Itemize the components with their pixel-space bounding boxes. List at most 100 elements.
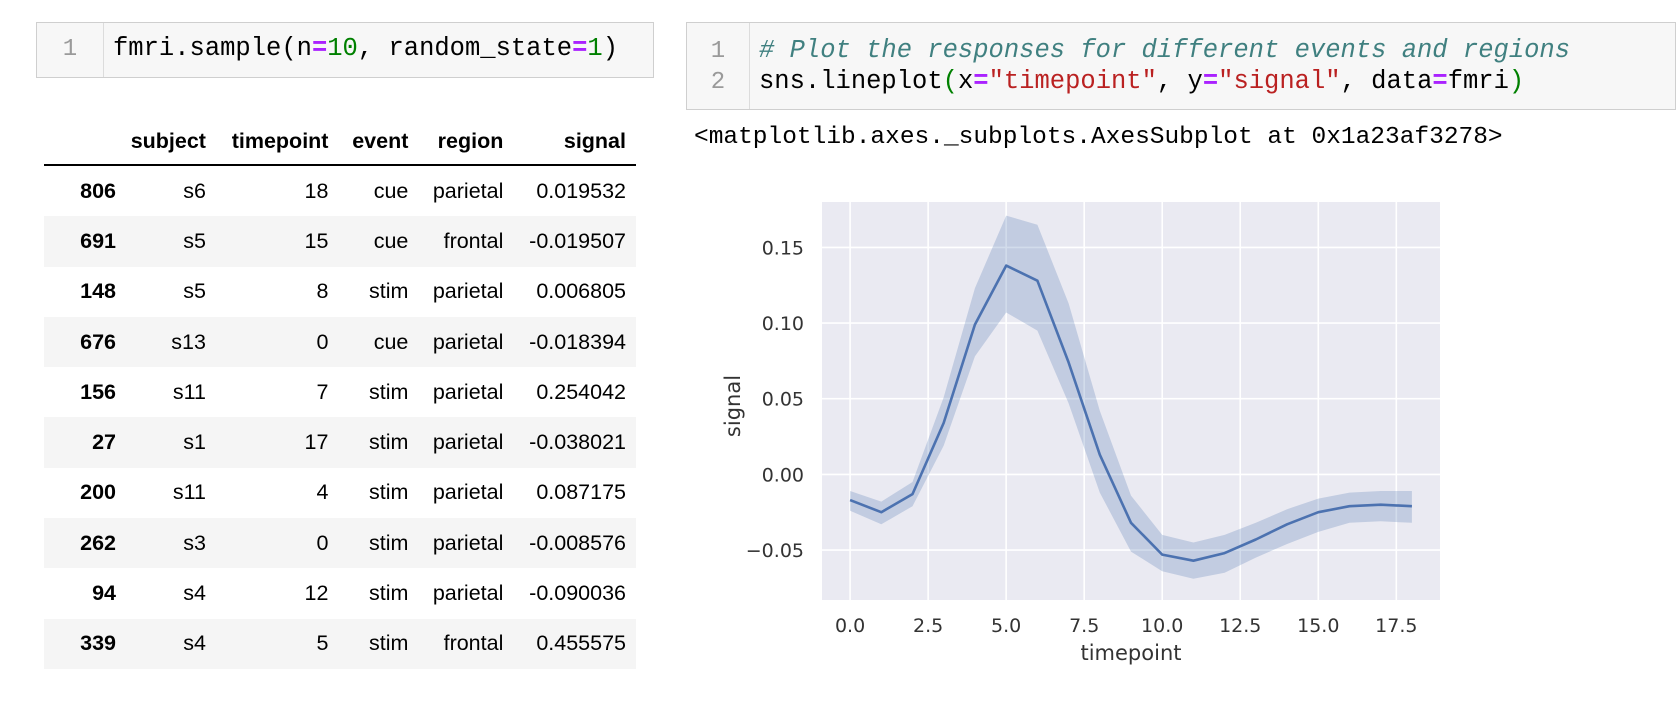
code-token: "timepoint": [988, 67, 1157, 96]
y-tick-label: −0.05: [746, 540, 804, 562]
table-cell: stim: [368, 480, 409, 505]
table-cell: cue: [338, 316, 419, 368]
table-cell: parietal: [418, 518, 514, 569]
table-cell: 0.254042: [536, 379, 626, 404]
code-token: =: [1432, 67, 1448, 96]
left-code-cell[interactable]: 1 fmri.sample(n=10, random_state=1): [36, 22, 654, 78]
table-cell: cue: [373, 178, 409, 203]
table-row: 94 s4 12 stim parietal -0.090036: [44, 568, 636, 618]
table-cell: stim: [368, 379, 409, 404]
table-cell: 8: [316, 279, 329, 304]
table-cell: cue: [338, 216, 419, 267]
table-cell: stim: [338, 417, 419, 468]
table-cell: 4: [316, 480, 329, 505]
row-index: 200: [80, 480, 116, 505]
table-cell: -0.038021: [513, 417, 636, 468]
line-number-gutter: 1: [37, 23, 104, 77]
index-header: [44, 118, 116, 166]
plot-area: [822, 202, 1440, 600]
table-row: 156 s11 7 stim parietal 0.254042: [44, 367, 636, 417]
table-row: 676 s13 0 cue parietal -0.018394: [44, 316, 636, 368]
table-cell: s3: [116, 518, 216, 569]
code-line[interactable]: # Plot the responses for different event…: [759, 36, 1570, 65]
table-row: 148 s5 8 stim parietal 0.006805: [44, 267, 636, 317]
table-cell: frontal: [418, 216, 514, 267]
code-token: # Plot the responses for different event…: [759, 36, 1571, 65]
table-cell: parietal: [432, 581, 504, 606]
x-tick-label: 5.0: [991, 615, 1021, 637]
table-cell: s4: [183, 581, 206, 606]
code-line[interactable]: fmri.sample(n=10, random_state=1): [113, 34, 618, 63]
dataframe-table: subject timepoint event region signal 806 s6 1…: [44, 118, 636, 669]
table-cell: 0.087175: [536, 480, 626, 505]
table-cell: s11: [172, 379, 206, 404]
code-token: ): [1508, 67, 1525, 96]
confidence-band: [850, 215, 1412, 579]
column-header: region: [418, 118, 514, 166]
code-token: ): [602, 34, 619, 63]
table-cell: 18: [304, 178, 329, 203]
code-token: (: [942, 67, 958, 96]
code-token: , y: [1156, 67, 1203, 96]
table-cell: stim: [338, 618, 419, 669]
column-header: subject: [116, 118, 216, 166]
table-cell: 0.006805: [536, 279, 626, 304]
code-token: 1: [587, 34, 603, 63]
table-cell: s5: [183, 279, 206, 304]
line-number: 1: [710, 38, 726, 65]
table-cell: -0.090036: [529, 581, 626, 606]
row-index: 94: [92, 581, 116, 606]
table-cell: stim: [368, 279, 409, 304]
row-index: 148: [80, 279, 116, 304]
table-cell: s4: [116, 618, 216, 669]
row-index: 676: [44, 316, 116, 368]
table-cell: 0.019532: [536, 178, 626, 203]
row-index: 691: [44, 216, 116, 267]
table-cell: parietal: [432, 178, 504, 203]
table-cell: 0: [215, 316, 339, 368]
y-tick-label: 0.10: [762, 313, 804, 335]
x-tick-label: 2.5: [913, 615, 943, 637]
table-row: 339 s4 5 stim frontal 0.455575: [44, 618, 636, 669]
table-cell: 5: [215, 618, 339, 669]
table-cell: parietal: [418, 316, 514, 368]
table-cell: 0: [215, 518, 339, 569]
code-token: =: [311, 34, 328, 63]
line-number-gutter: 1 2: [687, 23, 750, 109]
code-token: , data: [1340, 67, 1433, 96]
column-header: signal: [513, 118, 636, 166]
table-cell: 12: [304, 581, 329, 606]
table-cell: 17: [215, 417, 339, 468]
table-row: 806 s6 18 cue parietal 0.019532: [44, 165, 636, 216]
row-index: 806: [80, 178, 116, 203]
x-tick-label: 0.0: [835, 615, 865, 637]
table-cell: parietal: [432, 480, 504, 505]
right-code-cell[interactable]: 1 2 # Plot the responses for different e…: [686, 22, 1676, 110]
code-token: , random_state: [357, 34, 573, 63]
table-cell: frontal: [418, 618, 514, 669]
table-header-row: subject timepoint event region signal: [44, 118, 636, 166]
series-line: [849, 264, 1412, 563]
table-cell: s6: [183, 178, 206, 203]
column-header: event: [338, 118, 419, 166]
row-index: 156: [80, 379, 116, 404]
y-tick-label: 0.00: [762, 464, 804, 486]
table-cell: s13: [116, 316, 216, 368]
code-token: sns.lineplot: [759, 67, 943, 96]
x-tick-label: 12.5: [1219, 615, 1261, 637]
table-cell: s11: [172, 480, 206, 505]
table-cell: s5: [116, 216, 216, 267]
table-cell: -0.019507: [513, 216, 636, 267]
table-row: 691 s5 15 cue frontal -0.019507: [44, 216, 636, 267]
table-cell: parietal: [432, 279, 504, 304]
code-token: x: [957, 67, 974, 96]
table-row: 27 s1 17 stim parietal -0.038021: [44, 417, 636, 468]
line-number: 2: [710, 69, 726, 96]
code-token: "signal": [1218, 67, 1341, 96]
table-cell: 7: [316, 379, 329, 404]
code-line[interactable]: sns.lineplot(x="timepoint", y="signal", …: [759, 67, 1524, 96]
table-cell: s1: [116, 417, 216, 468]
table-cell: stim: [338, 518, 419, 569]
code-token: =: [973, 67, 989, 96]
y-tick-label: 0.05: [762, 389, 804, 411]
